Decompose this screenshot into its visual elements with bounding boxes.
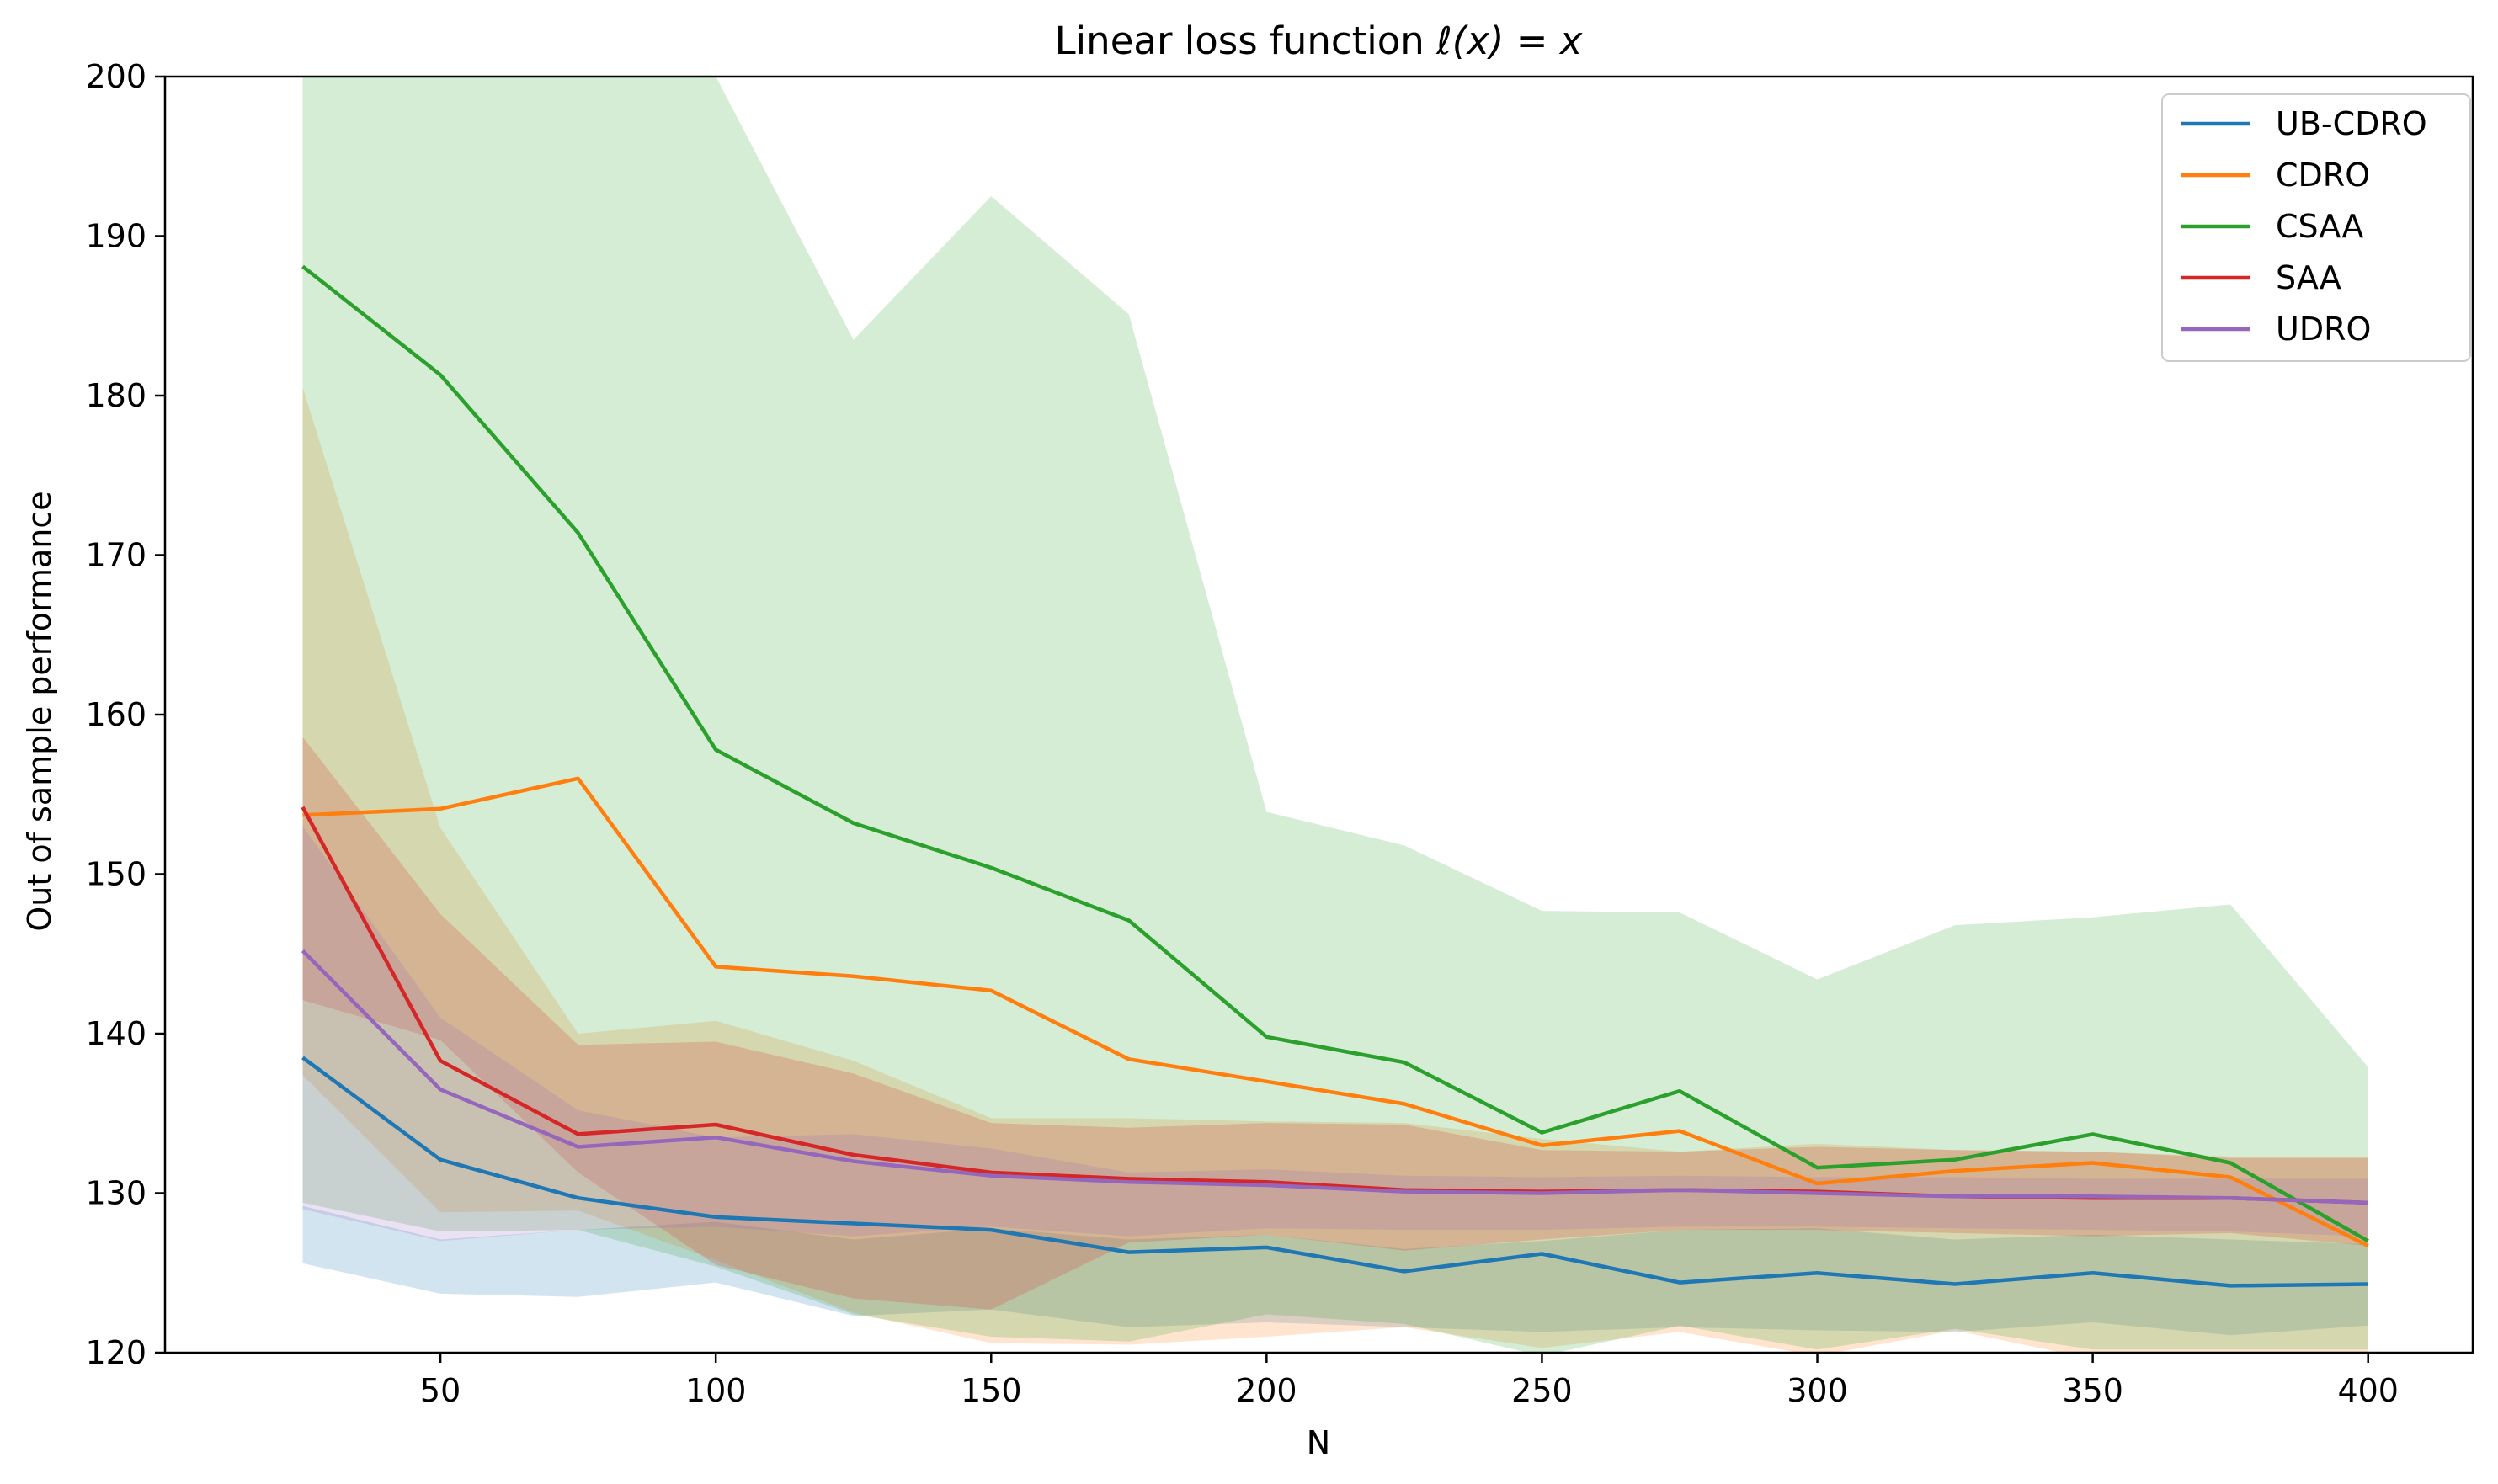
x-tick-label: 100 bbox=[685, 1372, 747, 1409]
line-cdro bbox=[302, 776, 2369, 1248]
y-tick-label: 190 bbox=[85, 218, 146, 255]
series-lines bbox=[301, 264, 2369, 1288]
x-tick-label: 200 bbox=[1236, 1372, 1297, 1409]
band-udro bbox=[302, 826, 2368, 1242]
band-csaa bbox=[302, 77, 2368, 1353]
y-tick-label: 140 bbox=[85, 1015, 146, 1052]
chart-title-text: Linear loss function bbox=[1055, 19, 1437, 63]
y-axis-label: Out of sample performance bbox=[21, 491, 58, 931]
legend-box bbox=[2161, 93, 2471, 362]
band-ub-cdro bbox=[302, 1205, 2368, 1336]
y-tick-label: 150 bbox=[85, 856, 146, 893]
chart-title-math: ℓ(x) = x bbox=[1435, 19, 1583, 63]
legend-label-csaa: CSAA bbox=[2276, 208, 2363, 245]
x-axis-label: N bbox=[1307, 1424, 1330, 1461]
line-udro bbox=[301, 949, 2368, 1205]
line-ub-cdro bbox=[301, 1056, 2368, 1288]
legend-label-udro: UDRO bbox=[2276, 311, 2371, 348]
y-tick-label: 200 bbox=[85, 58, 146, 95]
y-tick-label: 120 bbox=[85, 1334, 146, 1371]
x-tick-label: 400 bbox=[2337, 1372, 2399, 1409]
y-tick-label: 180 bbox=[85, 377, 146, 414]
x-axis-ticks: 50 100 150 200 250 300 350 400 bbox=[420, 1353, 2399, 1409]
line-csaa bbox=[301, 264, 2369, 1243]
x-tick-label: 150 bbox=[961, 1372, 1022, 1409]
legend-label-cdro: CDRO bbox=[2276, 157, 2370, 194]
chart-title: Linear loss function ℓ(x) = x bbox=[1055, 19, 1583, 63]
y-axis-ticks: 120 130 140 150 160 170 180 190 200 bbox=[85, 58, 165, 1371]
x-tick-label: 250 bbox=[1511, 1372, 1573, 1409]
x-tick-label: 50 bbox=[420, 1372, 461, 1409]
legend-label-saa: SAA bbox=[2276, 259, 2341, 296]
x-tick-label: 350 bbox=[2062, 1372, 2123, 1409]
band-cdro bbox=[302, 387, 2368, 1353]
y-tick-label: 160 bbox=[85, 696, 146, 733]
x-tick-label: 300 bbox=[1787, 1372, 1848, 1409]
y-tick-label: 130 bbox=[85, 1175, 146, 1212]
y-tick-label: 170 bbox=[85, 537, 146, 574]
legend-label-ub-cdro: UB-CDRO bbox=[2276, 105, 2427, 142]
legend: UB-CDRO CDRO CSAA SAA UDRO bbox=[2161, 93, 2471, 362]
